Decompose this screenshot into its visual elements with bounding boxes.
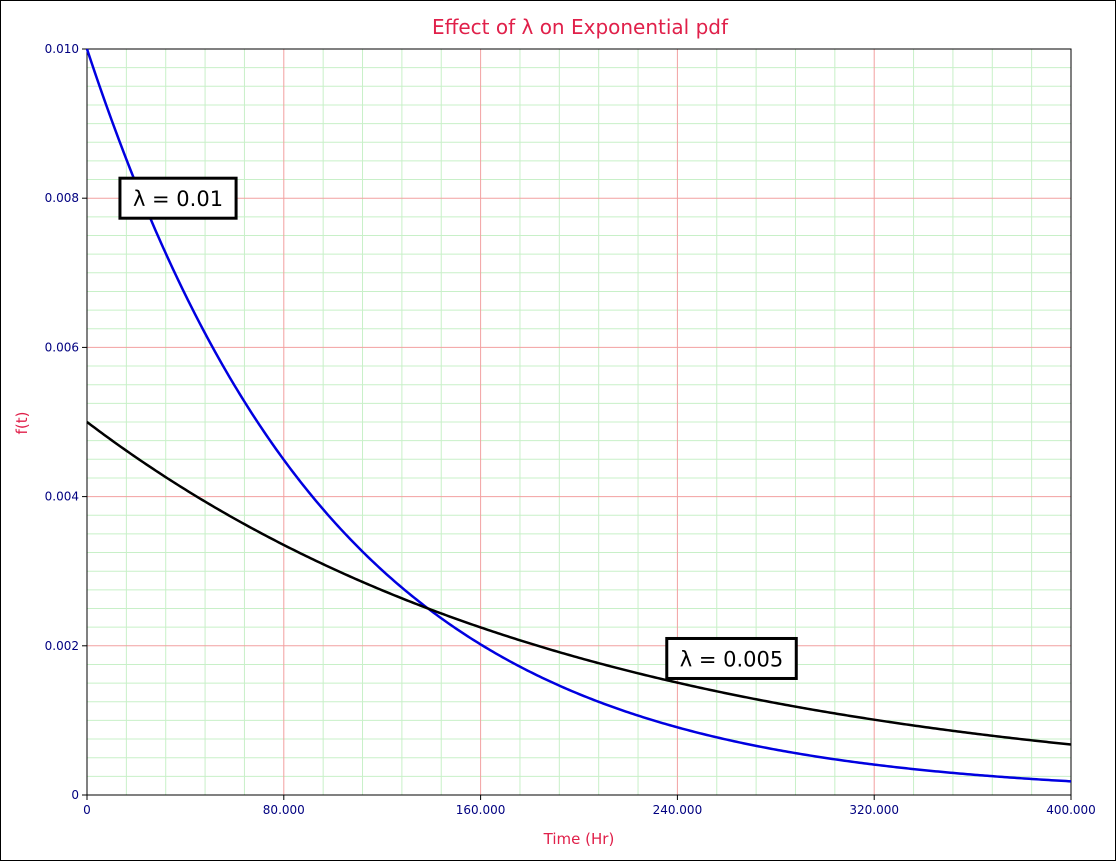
x-tick-label: 320.000	[849, 803, 899, 817]
annotation-box: λ = 0.01	[118, 176, 238, 220]
annotation-layer: λ = 0.01 λ = 0.005	[118, 176, 798, 680]
major-grid	[87, 49, 1071, 795]
x-tick-label: 80.000	[263, 803, 305, 817]
chart-title: Effect of λ on Exponential pdf	[432, 15, 729, 39]
annotation-box: λ = 0.005	[665, 636, 798, 680]
y-tick-label: 0.004	[45, 490, 79, 504]
y-tick-label: 0	[71, 788, 79, 802]
y-tick-label: 0.010	[45, 42, 79, 56]
annotation-border	[665, 636, 798, 680]
x-axis-label: Time (Hr)	[543, 830, 615, 848]
y-tick-label: 0.002	[45, 639, 79, 653]
annotation-border	[118, 176, 238, 220]
x-tick-label: 0	[83, 803, 91, 817]
y-tick-label: 0.006	[45, 340, 79, 354]
series-line-lambda-0.005	[86, 421, 1072, 746]
x-tick-label: 400.000	[1046, 803, 1096, 817]
annotation-label: λ = 0.01	[133, 187, 223, 211]
annotation-label: λ = 0.005	[680, 647, 784, 671]
series-layer	[85, 48, 1072, 783]
minor-grid	[87, 49, 1071, 795]
y-tick-label: 0.008	[45, 191, 79, 205]
y-axis-label: f(t)	[13, 412, 31, 435]
x-tick-label: 160.000	[456, 803, 506, 817]
axis-ticks: 0 80.000 160.000 240.000 320.000 400.000 0 0.00…	[45, 42, 1096, 817]
x-tick-label: 240.000	[653, 803, 703, 817]
series-line-lambda-0.01	[85, 48, 1072, 783]
